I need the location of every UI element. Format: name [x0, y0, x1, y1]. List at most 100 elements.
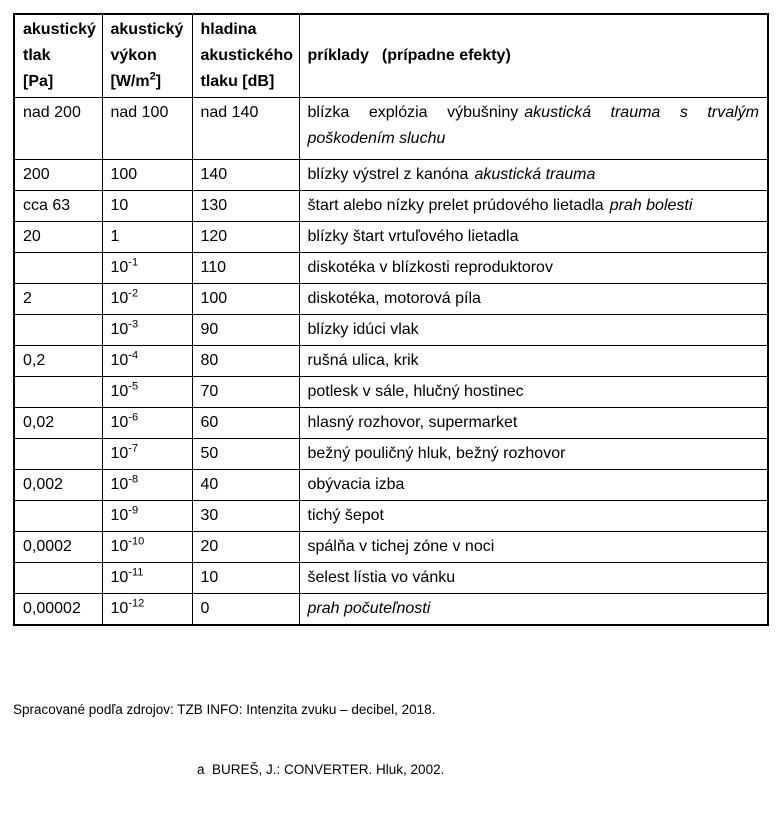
priklad-efekt: akustická trauma [474, 166, 596, 183]
cell-akusticky-tlak [13, 438, 103, 470]
cell-akusticky-tlak: 0,02 [13, 407, 103, 439]
header-akusticky-tlak: akustický tlak [Pa] [13, 13, 103, 98]
source-note: Spracované podľa zdrojov: TZB INFO: Inte… [13, 660, 767, 820]
header-line: akustický [23, 21, 96, 38]
cell-akusticky-vykon: 10-1 [101, 252, 193, 284]
cell-akusticky-vykon: 10 [101, 190, 193, 222]
priklad-efekt: prah počuteľnosti [307, 600, 431, 617]
table-row: 10-7 50 bežný pouličný hluk, bežný rozho… [13, 438, 769, 470]
table-body: nad 200 nad 100 nad 140 blízka explózia … [13, 97, 769, 626]
cell-akusticky-tlak: 0,002 [13, 469, 103, 501]
cell-priklad: prah počuteľnosti [298, 593, 769, 626]
cell-hladina-db: 130 [191, 190, 300, 222]
exponent: -6 [128, 411, 139, 424]
cell-akusticky-tlak: 0,0002 [13, 531, 103, 563]
header-row: akustický tlak [Pa] akustický výkon [W/m… [13, 13, 769, 98]
exponent: -1 [128, 256, 139, 269]
exponent: -7 [128, 442, 139, 455]
cell-akusticky-tlak: 0,00002 [13, 593, 103, 626]
exponent: -8 [128, 473, 139, 486]
cell-akusticky-vykon: 100 [101, 159, 193, 191]
table-row: 10-3 90 blízky idúci vlak [13, 314, 769, 346]
cell-hladina-db: 20 [191, 531, 300, 563]
table-header: akustický tlak [Pa] akustický výkon [W/m… [13, 13, 769, 98]
header-line: akustického [200, 47, 293, 64]
cell-hladina-db: 10 [191, 562, 300, 594]
cell-hladina-db: 120 [191, 221, 300, 253]
cell-hladina-db: 40 [191, 469, 300, 501]
exponent: -5 [128, 380, 139, 393]
cell-hladina-db: 100 [191, 283, 300, 315]
table-row: 0,00002 10-12 0 prah počuteľnosti [13, 593, 769, 626]
table-row: 0,0002 10-10 20 spálňa v tichej zóne v n… [13, 531, 769, 563]
noise-levels-table: akustický tlak [Pa] akustický výkon [W/m… [13, 13, 769, 626]
cell-priklad: šelest lístia vo vánku [298, 562, 769, 594]
cell-akusticky-tlak: 2 [13, 283, 103, 315]
header-line: hladina [200, 21, 257, 38]
cell-akusticky-tlak [13, 252, 103, 284]
cell-akusticky-tlak: 200 [13, 159, 103, 191]
table-row: 0,002 10-8 40 obývacia izba [13, 469, 769, 501]
cell-akusticky-vykon: 10-2 [101, 283, 193, 315]
cell-akusticky-vykon: nad 100 [101, 97, 193, 160]
cell-hladina-db: 140 [191, 159, 300, 191]
cell-priklad: spálňa v tichej zóne v noci [298, 531, 769, 563]
cell-hladina-db: 60 [191, 407, 300, 439]
cell-hladina-db: 90 [191, 314, 300, 346]
cell-akusticky-vykon: 10-12 [101, 593, 193, 626]
cell-akusticky-vykon: 10-8 [101, 469, 193, 501]
cell-hladina-db: 70 [191, 376, 300, 408]
table-row: 200 100 140 blízky výstrel z kanóna akust… [13, 159, 769, 191]
cell-priklad: tichý šepot [298, 500, 769, 532]
exponent: -12 [128, 597, 145, 610]
exponent: -2 [128, 287, 139, 300]
cell-priklad: blízka explózia výbušniny akustická traum… [298, 97, 769, 160]
cell-priklad: bežný pouličný hluk, bežný rozhovor [298, 438, 769, 470]
header-line: výkon [110, 47, 157, 64]
cell-akusticky-tlak: nad 200 [13, 97, 103, 160]
cell-priklad: potlesk v sále, hlučný hostinec [298, 376, 769, 408]
cell-akusticky-vykon: 10-5 [101, 376, 193, 408]
cell-akusticky-vykon: 10-4 [101, 345, 193, 377]
exponent: -10 [128, 535, 145, 548]
cell-akusticky-tlak: 0,2 [13, 345, 103, 377]
table-row: 10-9 30 tichý šepot [13, 500, 769, 532]
header-priklady: príklady (prípadne efekty) [298, 13, 769, 98]
cell-hladina-db: 80 [191, 345, 300, 377]
table-row: 0,2 10-4 80 rušná ulica, krik [13, 345, 769, 377]
cell-priklad: blízky idúci vlak [298, 314, 769, 346]
document-page: akustický tlak [Pa] akustický výkon [W/m… [13, 13, 769, 777]
header-priklady-label: príklady [307, 47, 369, 64]
cell-akusticky-vykon: 10-3 [101, 314, 193, 346]
cell-akusticky-tlak [13, 376, 103, 408]
exponent: -9 [128, 504, 139, 517]
table-row: 10-5 70 potlesk v sále, hlučný hostinec [13, 376, 769, 408]
cell-akusticky-vykon: 10-11 [101, 562, 193, 594]
header-line: [W/m2] [110, 70, 162, 90]
cell-akusticky-vykon: 1 [101, 221, 193, 253]
cell-hladina-db: 50 [191, 438, 300, 470]
source-line-2: a BUREŠ, J.: CONVERTER. Hluk, 2002. [197, 762, 445, 777]
source-line-1: Spracované podľa zdrojov: TZB INFO: Inte… [13, 702, 436, 717]
cell-hladina-db: 30 [191, 500, 300, 532]
cell-akusticky-tlak [13, 500, 103, 532]
cell-akusticky-vykon: 10-6 [101, 407, 193, 439]
table-row: cca 63 10 130 štart alebo nízky prelet p… [13, 190, 769, 222]
cell-akusticky-tlak: cca 63 [13, 190, 103, 222]
header-akusticky-vykon: akustický výkon [W/m2] [101, 13, 193, 98]
exponent: -11 [128, 566, 144, 579]
table-row: nad 200 nad 100 nad 140 blízka explózia … [13, 97, 769, 160]
cell-akusticky-tlak [13, 562, 103, 594]
header-line: [Pa] [23, 73, 54, 90]
cell-akusticky-tlak: 20 [13, 221, 103, 253]
header-priklady-note: (prípadne efekty) [381, 47, 511, 64]
table-row: 10-1 110 diskotéka v blízkosti reprodukt… [13, 252, 769, 284]
exponent: 2 [149, 70, 156, 83]
header-hladina-tlaku: hladina akustického tlaku [dB] [191, 13, 300, 98]
cell-priklad: štart alebo nízky prelet prúdového lieta… [298, 190, 769, 222]
cell-akusticky-tlak [13, 314, 103, 346]
cell-akusticky-vykon: 10-9 [101, 500, 193, 532]
priklad-efekt: akustická trauma s trvalým poškodením sl… [307, 104, 760, 147]
cell-priklad: blízky štart vrtuľového lietadla [298, 221, 769, 253]
cell-hladina-db: nad 140 [191, 97, 300, 160]
